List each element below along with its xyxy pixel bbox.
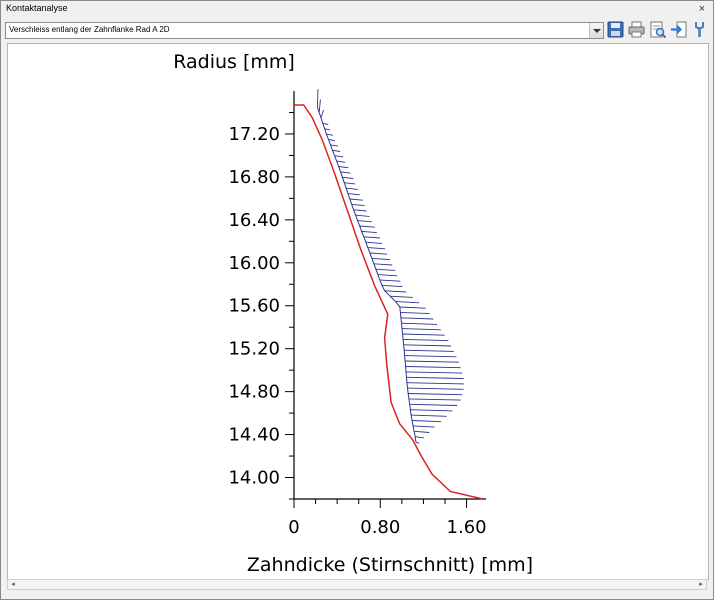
y-tick-label: 14.80: [228, 382, 280, 403]
x-axis-label: Zahndicke (Stirnschnitt) [mm]: [247, 554, 533, 576]
toolbar: Verschleiss entlang der Zahnflanke Rad A…: [1, 18, 713, 42]
wear-vector: [334, 155, 344, 158]
wear-vector: [363, 236, 380, 239]
y-tick-label: 17.20: [228, 124, 280, 145]
wear-vector: [399, 306, 426, 309]
window-title: Kontaktanalyse: [6, 3, 68, 13]
wear-vector: [316, 89, 319, 108]
wear-vector: [413, 425, 435, 428]
wear-vector: [400, 317, 434, 320]
wear-vector: [367, 247, 386, 250]
view-select-value: Verschleiss entlang der Zahnflanke Rad A…: [9, 25, 170, 34]
wear-vector: [403, 344, 452, 347]
x-tick-label: 1.60: [447, 517, 487, 538]
scroll-right-icon[interactable]: ▸: [699, 581, 703, 588]
horizontal-scrollbar[interactable]: ◂ ▸: [7, 579, 707, 590]
export-icon[interactable]: [669, 20, 688, 39]
wear-vector: [349, 198, 363, 201]
y-tick-label: 15.60: [228, 296, 280, 317]
wear-vector: [346, 187, 359, 190]
wear-vector: [338, 166, 349, 169]
close-button[interactable]: ×: [698, 3, 706, 15]
print-preview-icon[interactable]: [648, 20, 667, 39]
wear-vector: [359, 225, 375, 228]
wear-vector: [400, 311, 430, 315]
wear-vector: [405, 360, 460, 363]
wear-vector: [340, 171, 351, 174]
y-tick-label: 14.00: [228, 468, 280, 489]
wear-vector: [407, 387, 464, 390]
wear-vector: [405, 371, 463, 374]
wear-vector: [353, 209, 367, 212]
chevron-down-icon[interactable]: [589, 23, 603, 38]
wear-vector: [390, 295, 413, 298]
wear-vector: [401, 322, 438, 325]
wear-vector: [369, 252, 388, 255]
y-tick-label: 14.40: [228, 425, 280, 446]
wear-vector: [405, 366, 461, 369]
wear-vector: [342, 176, 354, 179]
tooth-profile-line: [294, 104, 483, 500]
wear-vector: [414, 430, 430, 433]
wear-vector: [384, 290, 407, 293]
y-axis-label: Radius [mm]: [173, 51, 295, 73]
wear-vector: [373, 263, 393, 266]
print-icon[interactable]: [627, 20, 646, 39]
wear-vector: [408, 398, 461, 401]
wear-vector: [332, 149, 341, 152]
wear-baseline: [316, 106, 417, 443]
wear-vector: [336, 160, 346, 163]
wear-vector: [326, 133, 333, 136]
wear-vector: [357, 220, 372, 223]
wear-vector: [365, 241, 383, 244]
wear-vector: [355, 214, 370, 217]
wear-vector: [328, 139, 335, 142]
wear-vector: [375, 268, 396, 271]
wear-vector: [404, 355, 457, 358]
wear-vector: [330, 144, 339, 147]
y-tick-label: 16.00: [228, 253, 280, 274]
wear-vector: [408, 393, 463, 396]
wear-vector: [322, 122, 329, 125]
wear-vector: [403, 338, 449, 342]
x-tick-label: 0: [288, 517, 299, 538]
wear-vector: [401, 328, 441, 331]
y-tick-label: 15.20: [228, 339, 280, 360]
chart-area: 14.00 14.40 14.80 15.20 15.60 16.00 16.40 16.80…: [7, 43, 709, 580]
wear-vector: [377, 274, 398, 277]
wear-vector: [371, 257, 391, 261]
wear-vector: [318, 99, 321, 113]
wear-vector: [324, 128, 331, 131]
wear-vector: [411, 420, 442, 423]
wear-vector: [415, 436, 424, 439]
x-tick-label: 0.80: [360, 517, 400, 538]
scroll-left-icon[interactable]: ◂: [11, 581, 15, 588]
wear-vector: [410, 409, 453, 412]
wear-vector: [351, 203, 365, 207]
wear-vector: [381, 284, 403, 288]
settings-icon[interactable]: [690, 20, 709, 39]
wear-vector: [404, 349, 454, 352]
wear-vector: [415, 441, 420, 444]
wear-vector: [406, 376, 464, 379]
save-icon[interactable]: [606, 20, 625, 39]
wear-vector: [411, 414, 447, 417]
wear-chart: 14.00 14.40 14.80 15.20 15.60 16.00 16.40 16.80…: [173, 51, 533, 576]
wear-vector: [395, 301, 420, 304]
status-bar: [1, 590, 713, 599]
wear-vector: [409, 403, 458, 406]
wear-vector: [402, 333, 445, 336]
wear-vector: [361, 230, 377, 234]
y-tick-label: 16.80: [228, 167, 280, 188]
title-bar: Kontaktanalyse ×: [1, 1, 713, 18]
wear-vector: [379, 279, 401, 282]
view-select[interactable]: Verschleiss entlang der Zahnflanke Rad A…: [5, 22, 604, 39]
wear-vector: [347, 193, 360, 196]
wear-vector: [320, 109, 324, 119]
y-tick-label: 16.40: [228, 210, 280, 231]
wear-vector: [344, 182, 356, 185]
wear-vector: [406, 382, 465, 385]
